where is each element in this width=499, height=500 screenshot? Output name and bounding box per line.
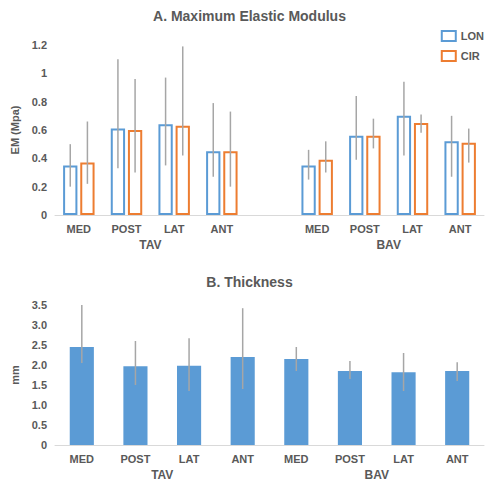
- svg-text:EM (Mpa): EM (Mpa): [9, 105, 21, 154]
- svg-text:POST: POST: [120, 453, 150, 465]
- svg-text:3.0: 3.0: [32, 319, 47, 331]
- svg-text:3.5: 3.5: [32, 299, 47, 311]
- svg-text:MED: MED: [67, 223, 92, 235]
- svg-text:1.0: 1.0: [32, 399, 47, 411]
- svg-text:ANT: ANT: [231, 453, 254, 465]
- svg-text:0.2: 0.2: [32, 181, 47, 193]
- svg-text:LAT: LAT: [179, 453, 200, 465]
- svg-text:2.0: 2.0: [32, 359, 47, 371]
- svg-text:0.6: 0.6: [32, 124, 47, 136]
- svg-text:LAT: LAT: [393, 453, 414, 465]
- svg-text:B. Thickness: B. Thickness: [206, 274, 293, 290]
- svg-text:ANT: ANT: [211, 223, 234, 235]
- svg-text:LAT: LAT: [402, 223, 423, 235]
- svg-text:0: 0: [41, 439, 47, 451]
- svg-text:1.2: 1.2: [32, 39, 47, 51]
- svg-text:BAV: BAV: [365, 468, 389, 482]
- svg-text:LON: LON: [461, 30, 484, 42]
- svg-text:2.5: 2.5: [32, 339, 47, 351]
- svg-text:POST: POST: [112, 223, 142, 235]
- svg-text:1.5: 1.5: [32, 379, 47, 391]
- svg-text:POST: POST: [350, 223, 380, 235]
- svg-text:MED: MED: [284, 453, 309, 465]
- svg-text:MED: MED: [70, 453, 95, 465]
- svg-text:LAT: LAT: [164, 223, 185, 235]
- svg-text:0.5: 0.5: [32, 419, 47, 431]
- svg-text:0.8: 0.8: [32, 96, 47, 108]
- svg-text:BAV: BAV: [376, 238, 400, 252]
- svg-text:TAV: TAV: [139, 238, 161, 252]
- svg-text:ANT: ANT: [449, 223, 472, 235]
- svg-text:POST: POST: [335, 453, 365, 465]
- svg-text:ANT: ANT: [446, 453, 469, 465]
- svg-text:mm: mm: [9, 365, 21, 385]
- svg-text:0: 0: [41, 209, 47, 221]
- svg-text:MED: MED: [305, 223, 330, 235]
- svg-text:1: 1: [41, 67, 47, 79]
- svg-text:TAV: TAV: [151, 468, 173, 482]
- svg-text:CIR: CIR: [461, 50, 480, 62]
- svg-text:0.4: 0.4: [32, 152, 48, 164]
- svg-text:A. Maximum Elastic Modulus: A. Maximum Elastic Modulus: [153, 8, 346, 24]
